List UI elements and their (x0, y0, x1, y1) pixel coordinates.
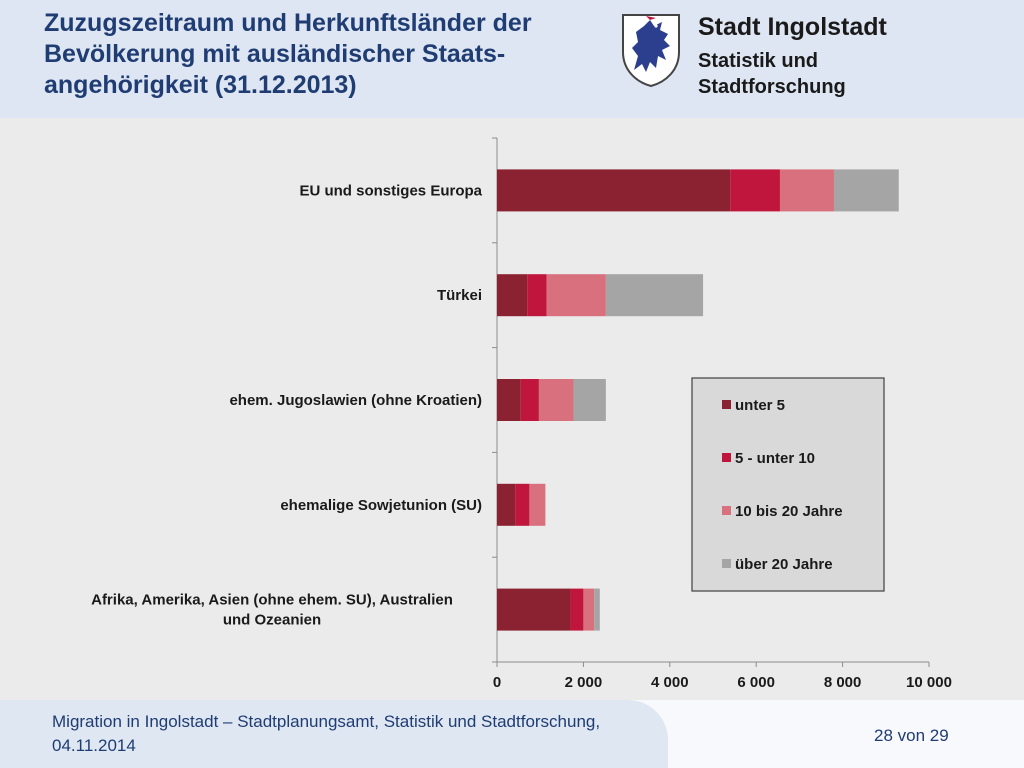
panther-crest-icon (622, 14, 680, 88)
category-label: Afrika, Amerika, Asien (ohne ehem. SU), … (91, 592, 453, 629)
bar-segment (573, 379, 606, 421)
stacked-bar-chart: 0 2 000 4 000 6 000 8 000 10 000 EU und sonsti… (91, 137, 952, 691)
bar-segment (594, 588, 600, 631)
bar-segment (497, 483, 516, 526)
page-title: Zuzugszeitraum und Herkunftsländer der B… (44, 9, 532, 99)
bar-segment (497, 379, 521, 421)
footer-text: Migration in Ingolstadt – Stadtplanungsa… (52, 712, 601, 755)
bar-segment (546, 274, 606, 317)
legend-box (691, 377, 885, 592)
category-label: Türkei (437, 287, 482, 304)
x-tick-label: 2 000 (565, 674, 603, 691)
x-tick-label: 8 000 (824, 674, 862, 691)
header-band (0, 0, 1024, 118)
legend-label: 10 bis 20 Jahre (735, 503, 843, 520)
bar-segment (570, 588, 584, 631)
bar-segment (605, 274, 704, 317)
x-tick-label: 10 000 (906, 674, 952, 691)
category-label: EU und sonstiges Europa (299, 182, 482, 199)
bar-segment (497, 169, 731, 212)
legend-swatch (722, 400, 731, 409)
x-tick-label: 4 000 (651, 674, 689, 691)
legend-label: unter 5 (735, 397, 785, 414)
legend-swatch (722, 559, 731, 568)
bar-segment (497, 588, 571, 631)
legend-swatch (722, 506, 731, 515)
org-subtitle: Statistik und Stadtforschung (698, 50, 846, 98)
bar-segment (779, 169, 834, 212)
bar-segment (529, 483, 546, 526)
legend-label: 5 - unter 10 (735, 450, 815, 467)
legend-label: über 20 Jahre (735, 556, 833, 573)
bar-segment (730, 169, 780, 212)
footer-tab (0, 700, 668, 768)
page-number: 28 von 29 (874, 726, 949, 745)
x-tick-label: 0 (493, 674, 501, 691)
bar-segment (538, 379, 574, 421)
category-label: ehem. Jugoslawien (ohne Kroatien) (229, 392, 482, 409)
bar-segment (520, 379, 539, 421)
bar-segment (583, 588, 595, 631)
x-tick-label: 6 000 (737, 674, 775, 691)
bar-segment (497, 274, 528, 317)
category-label: ehemalige Sowjetunion (SU) (280, 497, 482, 514)
bar-segment (527, 274, 547, 317)
bar-segment (833, 169, 899, 212)
legend-swatch (722, 453, 731, 462)
org-name: Stadt Ingolstadt (698, 13, 887, 41)
bar-segment (515, 483, 530, 526)
